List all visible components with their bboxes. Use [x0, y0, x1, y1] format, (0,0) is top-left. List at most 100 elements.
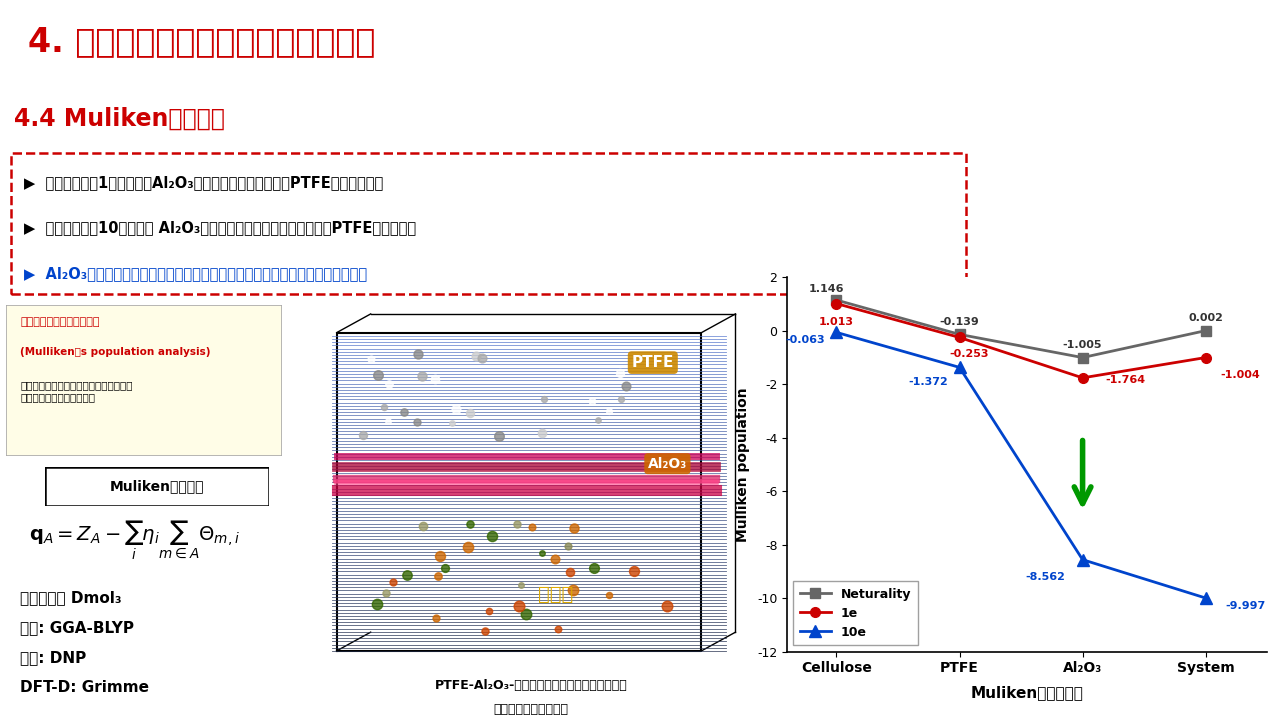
Text: -1.005: -1.005	[1062, 340, 1102, 350]
Point	[481, 530, 502, 541]
FancyBboxPatch shape	[12, 153, 966, 294]
Text: -0.139: -0.139	[940, 317, 979, 327]
Point	[599, 405, 620, 417]
Text: ▶  Al₂O₃功能层增加了体系捕捉电子能力，有助于抑制电荷注入和提升绝缘性能。: ▶ Al₂O₃功能层增加了体系捕捉电子能力，有助于抑制电荷注入和提升绝缘性能。	[24, 266, 367, 282]
Point	[509, 600, 530, 612]
Point	[430, 550, 451, 562]
Point	[548, 624, 568, 635]
Line: Neturality: Neturality	[832, 295, 1211, 362]
Point	[466, 350, 486, 361]
Text: -8.562: -8.562	[1025, 572, 1065, 582]
Point	[412, 520, 433, 531]
1e	[1075, 374, 1091, 382]
Point	[559, 567, 580, 578]
Point	[458, 541, 479, 553]
Point	[460, 408, 480, 419]
Text: 0.002: 0.002	[1188, 313, 1224, 323]
Text: 1929: 1929	[1181, 53, 1206, 63]
Text: Al₂O₃: Al₂O₃	[648, 456, 687, 471]
Point	[562, 585, 582, 596]
1e	[1198, 354, 1213, 362]
Point	[599, 590, 620, 601]
Point	[544, 553, 564, 564]
Point	[460, 518, 480, 530]
Point	[611, 393, 631, 405]
Text: PTFE-Al₂O₃-纤维素复合结构分子模拟俳真模型: PTFE-Al₂O₃-纤维素复合结构分子模拟俳真模型	[435, 680, 627, 693]
Point	[375, 587, 396, 598]
Text: -9.997: -9.997	[1225, 600, 1265, 611]
Point	[625, 565, 645, 577]
Text: 4.4 Muliken电荷分析: 4.4 Muliken电荷分析	[14, 107, 225, 131]
Y-axis label: Mulliken population: Mulliken population	[736, 387, 750, 541]
Point	[425, 613, 445, 624]
Point	[616, 380, 636, 392]
10e	[952, 363, 968, 372]
Point	[425, 373, 445, 384]
Text: ▶  当体系中引入1个电子时，Al₂O₃电荷变化最大，纤维素与PTFE基本无变化；: ▶ 当体系中引入1个电子时，Al₂O₃电荷变化最大，纤维素与PTFE基本无变化；	[24, 175, 383, 190]
Text: $\mathbf{q}_A = Z_A - \sum_i \eta_i \sum_{m \in A} \Theta_{m,i}$: $\mathbf{q}_A = Z_A - \sum_i \eta_i \sum…	[29, 519, 239, 562]
Point	[407, 348, 428, 360]
Text: DFT-D: Grimme: DFT-D: Grimme	[20, 680, 150, 695]
Point	[516, 608, 536, 619]
Point	[353, 430, 374, 441]
Neturality	[952, 330, 968, 338]
Legend: Neturality, 1e, 10e: Neturality, 1e, 10e	[794, 581, 918, 645]
Point	[378, 415, 398, 426]
Point	[479, 606, 499, 617]
1e	[952, 333, 968, 342]
Neturality	[1075, 354, 1091, 362]
Point	[584, 562, 604, 574]
Point	[361, 354, 381, 365]
Point	[379, 379, 399, 390]
Point	[374, 401, 394, 413]
Point	[442, 418, 462, 429]
Point	[412, 371, 433, 382]
Point	[397, 570, 417, 581]
Text: 1.013: 1.013	[819, 317, 854, 327]
Point	[582, 395, 603, 407]
Point	[393, 407, 413, 418]
Line: 1e: 1e	[832, 299, 1211, 383]
Text: 1.146: 1.146	[809, 284, 845, 294]
Point	[609, 367, 630, 379]
Text: 泛函: GGA-BLYP: 泛函: GGA-BLYP	[20, 620, 134, 635]
10e	[1198, 594, 1213, 603]
Text: 马利肯提出的布居数分析法: 马利肯提出的布居数分析法	[20, 317, 100, 327]
Point	[489, 431, 509, 442]
Text: 《电工技术学报》及布: 《电工技术学报》及布	[494, 703, 568, 716]
Point	[407, 416, 428, 428]
Point	[558, 540, 579, 552]
Point	[369, 369, 389, 381]
Text: -1.372: -1.372	[909, 377, 948, 387]
FancyBboxPatch shape	[6, 305, 282, 456]
Point	[532, 428, 553, 439]
Text: Muliken电荷计算: Muliken电荷计算	[110, 480, 204, 493]
Text: Muliken电荷分析图: Muliken电荷分析图	[970, 685, 1084, 701]
Point	[657, 600, 677, 611]
Point	[445, 404, 466, 415]
Text: 即将电子电荷分配给分子中各原子、原子
轨道和化学键的分析方法。: 即将电子电荷分配给分子中各原子、原子 轨道和化学键的分析方法。	[20, 380, 133, 402]
Point	[366, 598, 387, 610]
Point	[435, 562, 456, 574]
Text: 4. 微纳功能层提升绝缘性能机制分析: 4. 微纳功能层提升绝缘性能机制分析	[28, 25, 375, 58]
Text: ▶  当体系中引入10个电子， Al₂O₃电荷变化幅度特别显著，纤维素与PTFE变化甚微；: ▶ 当体系中引入10个电子， Al₂O₃电荷变化幅度特别显著，纤维素与PTFE变…	[24, 220, 416, 235]
10e	[828, 328, 844, 337]
Point	[588, 415, 608, 426]
Text: CQU: CQU	[1179, 29, 1208, 42]
Point	[428, 570, 448, 582]
Line: 10e: 10e	[831, 327, 1211, 603]
10e	[1075, 555, 1091, 564]
Text: (Mulliken＇s population analysis): (Mulliken＇s population analysis)	[20, 347, 211, 357]
Text: 纤维素: 纤维素	[538, 585, 573, 604]
Text: -0.253: -0.253	[950, 349, 989, 359]
1e	[828, 300, 844, 308]
Neturality	[828, 296, 844, 305]
Text: 软件模块： Dmol₃: 软件模块： Dmol₃	[20, 590, 122, 605]
Text: -0.063: -0.063	[786, 335, 826, 345]
Point	[511, 580, 531, 591]
Text: PTFE: PTFE	[631, 355, 675, 370]
Text: 基组: DNP: 基组: DNP	[20, 649, 87, 665]
Point	[534, 393, 554, 405]
Point	[472, 352, 493, 364]
Point	[507, 518, 527, 530]
